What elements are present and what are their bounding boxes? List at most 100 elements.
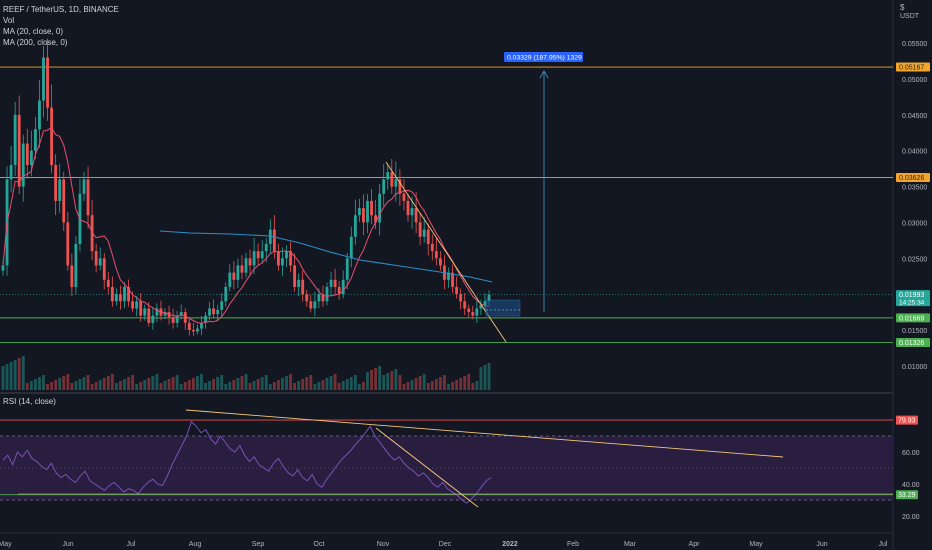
candle-body[interactable] [289, 251, 292, 266]
candle-body[interactable] [341, 279, 345, 295]
candle-body[interactable] [131, 301, 135, 309]
candle-body[interactable] [66, 222, 70, 266]
candle-body[interactable] [114, 294, 118, 302]
ma20-line[interactable] [2, 126, 490, 324]
candle-body[interactable] [1, 265, 5, 271]
candle-body[interactable] [479, 304, 483, 309]
candle-body[interactable] [430, 243, 434, 252]
candle-body[interactable] [410, 208, 414, 216]
candle-body[interactable] [256, 251, 260, 259]
candle-body[interactable] [102, 258, 106, 280]
currency-selector[interactable]: $ USDT [900, 3, 919, 21]
candle-body[interactable] [447, 272, 450, 280]
candle-body[interactable] [378, 193, 382, 223]
candle-body[interactable] [422, 229, 426, 237]
candle-body[interactable] [272, 229, 276, 252]
candle-body[interactable] [337, 286, 341, 295]
candle-body[interactable] [155, 308, 159, 316]
candle-body[interactable] [374, 215, 378, 223]
candle-body[interactable] [200, 322, 203, 329]
candle-body[interactable] [386, 172, 390, 180]
candle-body[interactable] [471, 312, 475, 316]
candle-body[interactable] [232, 272, 236, 280]
candle-body[interactable] [240, 265, 244, 273]
candle-body[interactable] [224, 286, 228, 302]
position-box[interactable] [485, 299, 521, 317]
candle-body[interactable] [321, 294, 325, 302]
candle-body[interactable] [301, 279, 305, 295]
candle-body[interactable] [293, 265, 297, 287]
candle-body[interactable] [475, 308, 479, 316]
candle-body[interactable] [252, 251, 256, 266]
candle-body[interactable] [151, 315, 155, 323]
candle-body[interactable] [139, 301, 143, 316]
candle-body[interactable] [21, 143, 25, 187]
candle-body[interactable] [451, 272, 454, 287]
candle-body[interactable] [313, 301, 317, 309]
candle-body[interactable] [483, 301, 487, 305]
candle-body[interactable] [54, 165, 58, 201]
candle-body[interactable] [25, 143, 29, 166]
candle-body[interactable] [29, 150, 33, 166]
candle-body[interactable] [276, 251, 280, 266]
candle-body[interactable] [487, 294, 491, 302]
ma200-line[interactable] [159, 230, 493, 283]
candle-body[interactable] [463, 301, 467, 309]
candle-body[interactable] [163, 312, 167, 316]
candle-body[interactable] [434, 251, 438, 259]
candle-body[interactable] [382, 179, 386, 194]
candle-body[interactable] [370, 200, 373, 216]
candle-body[interactable] [345, 258, 349, 280]
rsi-trendline-long[interactable] [185, 409, 784, 458]
candle-body[interactable] [459, 294, 463, 302]
candle-body[interactable] [135, 301, 139, 309]
candle-body[interactable] [390, 172, 394, 187]
ma200-indicator-label[interactable]: MA (200, close, 0) [3, 38, 68, 47]
candle-body[interactable] [325, 286, 329, 302]
candle-body[interactable] [17, 114, 21, 187]
candle-body[interactable] [248, 258, 252, 266]
candle-body[interactable] [394, 179, 398, 187]
candle-body[interactable] [171, 317, 175, 323]
candle-body[interactable] [33, 129, 37, 151]
candle-body[interactable] [62, 179, 66, 223]
vol-indicator-label[interactable]: Vol [3, 16, 15, 25]
measure-label-box[interactable] [504, 52, 583, 62]
candle-body[interactable] [362, 208, 365, 223]
candle-body[interactable] [357, 208, 361, 216]
candle-body[interactable] [281, 258, 284, 266]
candle-body[interactable] [123, 286, 126, 302]
candle-body[interactable] [94, 251, 98, 266]
candle-body[interactable] [70, 265, 74, 287]
candle-body[interactable] [228, 272, 232, 287]
candle-body[interactable] [467, 308, 471, 313]
candle-body[interactable] [402, 193, 406, 201]
candle-body[interactable] [127, 286, 130, 302]
candle-body[interactable] [98, 258, 102, 266]
candle-body[interactable] [175, 315, 179, 323]
candle-body[interactable] [220, 301, 224, 310]
ma20-indicator-label[interactable]: MA (20, close, 0) [3, 27, 64, 36]
candle-body[interactable] [13, 114, 17, 166]
candle-body[interactable] [191, 330, 195, 332]
candle-body[interactable] [297, 279, 301, 287]
rsi-legend[interactable]: RSI (14, close) [3, 397, 56, 406]
candle-body[interactable] [119, 294, 122, 302]
candle-body[interactable] [216, 309, 220, 315]
candle-body[interactable] [147, 308, 151, 323]
candle-body[interactable] [204, 315, 207, 323]
candle-body[interactable] [143, 308, 147, 316]
candle-body[interactable] [398, 179, 402, 194]
candle-body[interactable] [38, 100, 41, 130]
candle-body[interactable] [333, 279, 337, 287]
candle-body[interactable] [305, 294, 309, 302]
candle-body[interactable] [106, 279, 110, 287]
candle-body[interactable] [268, 229, 272, 244]
candle-body[interactable] [309, 301, 313, 309]
candle-body[interactable] [349, 236, 353, 259]
candle-body[interactable] [236, 265, 240, 280]
candle-body[interactable] [187, 322, 191, 330]
candle-body[interactable] [418, 222, 422, 237]
candle-body[interactable] [183, 312, 187, 323]
